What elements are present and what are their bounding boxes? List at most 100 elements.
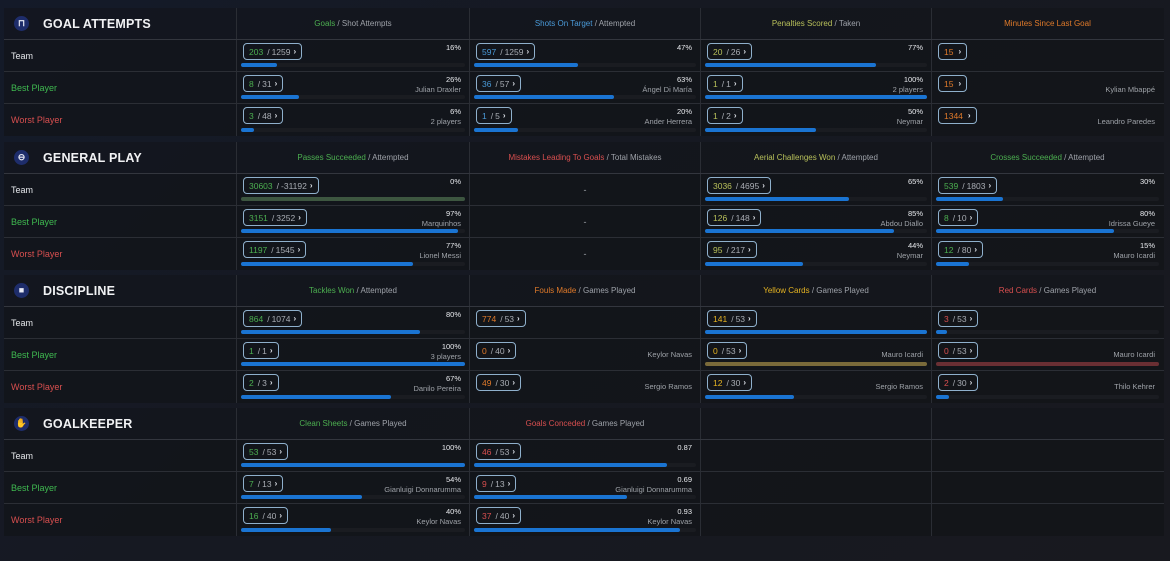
chevron-right-icon: › xyxy=(526,47,530,56)
stat-cell: 0/53 › Mauro Icardi xyxy=(701,339,932,370)
stat-link-button[interactable]: 3/48 › xyxy=(243,107,284,124)
stat-numerator: 3 xyxy=(944,313,949,324)
progress-track xyxy=(241,128,465,132)
stat-link-button[interactable]: 36/57 › xyxy=(476,75,521,92)
stat-link-button[interactable]: 3151/3252 › xyxy=(243,209,307,226)
stat-link-button[interactable]: 49/30 › xyxy=(476,374,521,391)
stat-percentage: 100% xyxy=(903,75,923,84)
chevron-right-icon: › xyxy=(743,378,746,387)
stat-numerator: 1 xyxy=(249,345,254,356)
progress-track xyxy=(705,197,927,201)
stat-separator: / xyxy=(721,345,725,356)
stat-link-button[interactable]: 126/148 › xyxy=(707,209,762,226)
stat-cell: 46/53 › 0.87 xyxy=(470,440,701,471)
stat-link-button[interactable]: 1344 › xyxy=(938,107,977,124)
stat-link-button[interactable]: 597/1259 › xyxy=(476,43,536,60)
row-label-worst: Worst Player xyxy=(4,104,237,136)
stat-link-button[interactable]: 3/53 › xyxy=(938,310,979,327)
stat-separator: / xyxy=(735,180,739,191)
stat-link-button[interactable]: 1/1 › xyxy=(707,75,743,92)
empty-value: - xyxy=(583,249,587,259)
section-title-cell: ⊓ GOAL ATTEMPTS xyxy=(4,8,237,39)
stat-cell: 16/40 › 40% Keylor Navas xyxy=(237,504,470,536)
stat-numerator: 2 xyxy=(944,377,949,388)
stat-row-best: Best Player 7/13 › 54% Gianluigi Donnarumma 9… xyxy=(4,472,1164,504)
stat-cell: 203/1259 › 16% xyxy=(237,40,470,71)
stat-cell: 3036/4695 › 65% xyxy=(701,174,932,205)
stat-percentage: 100% xyxy=(441,443,461,452)
chevron-right-icon: › xyxy=(988,181,992,190)
stat-link-button[interactable]: 0/53 › xyxy=(938,342,979,359)
stat-cell: - xyxy=(470,206,701,237)
column-header-denominator: / Games Played xyxy=(809,286,869,295)
stat-link-button[interactable]: 16/40 › xyxy=(243,507,288,524)
stat-numerator: 1197 xyxy=(249,244,268,255)
stat-separator: / xyxy=(262,510,265,521)
stat-link-button[interactable]: 539/1803 › xyxy=(938,177,998,194)
section-general-play: ⊖ GENERAL PLAY Passes Succeeded / Attempte… xyxy=(4,142,1164,270)
stat-link-button[interactable]: 1/1 › xyxy=(243,342,279,359)
stat-separator: / xyxy=(276,180,280,191)
stat-numerator: 3 xyxy=(249,110,254,121)
progress-fill xyxy=(241,262,414,266)
stat-link-button[interactable]: 15 › xyxy=(938,75,968,92)
stat-row-team: Team 30603/-31192 › 0% -3036/4695 › 65% 539/180… xyxy=(4,174,1164,206)
player-name: Sergio Ramos xyxy=(644,382,692,391)
row-label-team: Team xyxy=(4,440,237,471)
chevron-right-icon: › xyxy=(958,47,962,56)
stat-link-button[interactable]: 95/217 › xyxy=(707,241,757,258)
player-name: 2 players xyxy=(892,85,923,94)
stat-cell xyxy=(932,472,1163,503)
stat-link-button[interactable]: 2/3 › xyxy=(243,374,279,391)
stat-link-button[interactable]: 0/40 › xyxy=(476,342,517,359)
stat-percentage: 26% xyxy=(445,75,461,84)
progress-fill xyxy=(241,463,465,467)
progress-fill xyxy=(936,197,1003,201)
stat-separator: / xyxy=(726,377,729,388)
stat-link-button[interactable]: 203/1259 › xyxy=(243,43,303,60)
stat-percentage: 6% xyxy=(450,107,461,116)
player-name: Mauro Icardi xyxy=(1113,350,1155,359)
stat-link-button[interactable]: 12/80 › xyxy=(938,241,983,258)
stat-link-button[interactable]: 53/53 › xyxy=(243,443,288,460)
stat-link-button[interactable]: 1/5 › xyxy=(476,107,512,124)
stat-denominator: 4695 xyxy=(740,180,760,191)
progress-track xyxy=(936,229,1159,233)
stat-numerator: 15 xyxy=(944,78,954,89)
column-header: Red Cards / Games Played xyxy=(932,275,1163,306)
player-name: 3 players xyxy=(430,352,461,361)
stat-cell: 12/30 › Sergio Ramos xyxy=(701,371,932,403)
stat-cell xyxy=(932,504,1163,536)
stat-link-button[interactable]: 12/30 › xyxy=(707,374,752,391)
stat-link-button[interactable]: 46/53 › xyxy=(476,443,521,460)
column-header-denominator: / Games Played xyxy=(585,419,645,428)
stat-link-button[interactable]: 0/53 › xyxy=(707,342,748,359)
stat-link-button[interactable]: 1/2 › xyxy=(707,107,743,124)
progress-fill xyxy=(241,495,362,499)
stat-cell: 3/53 › xyxy=(932,307,1163,338)
chevron-right-icon: › xyxy=(269,346,273,355)
stat-link-button[interactable]: 30603/-31192 › xyxy=(243,177,319,194)
stat-link-button[interactable]: 37/40 › xyxy=(476,507,521,524)
stat-link-button[interactable]: 9/13 › xyxy=(476,475,517,492)
stat-cell: 20/26 › 77% xyxy=(701,40,932,71)
stat-cell: 1/2 › 50% Neymar xyxy=(701,104,932,136)
stat-separator: / xyxy=(267,313,270,324)
stat-link-button[interactable]: 864/1074 › xyxy=(243,310,303,327)
progress-track xyxy=(705,395,927,399)
stat-link-button[interactable]: 2/30 › xyxy=(938,374,979,391)
stat-link-button[interactable]: 20/26 › xyxy=(707,43,752,60)
stat-denominator: 53 xyxy=(735,313,746,324)
stat-link-button[interactable]: 3036/4695 › xyxy=(707,177,771,194)
stat-link-button[interactable]: 774/53 › xyxy=(476,310,526,327)
stat-link-button[interactable]: 8/10 › xyxy=(938,209,979,226)
stat-link-button[interactable]: 7/13 › xyxy=(243,475,284,492)
section-header: ⊖ GENERAL PLAY Passes Succeeded / Attempte… xyxy=(4,142,1164,174)
stat-link-button[interactable]: 15 › xyxy=(938,43,968,60)
stat-link-button[interactable]: 1197/1545 › xyxy=(243,241,307,258)
stat-link-button[interactable]: 141/53 › xyxy=(707,310,757,327)
stat-link-button[interactable]: 8/31 › xyxy=(243,75,284,92)
empty-value: - xyxy=(583,217,587,227)
progress-track xyxy=(705,362,927,366)
stat-cell: 8/31 › 26% Julian Draxler xyxy=(237,72,470,103)
